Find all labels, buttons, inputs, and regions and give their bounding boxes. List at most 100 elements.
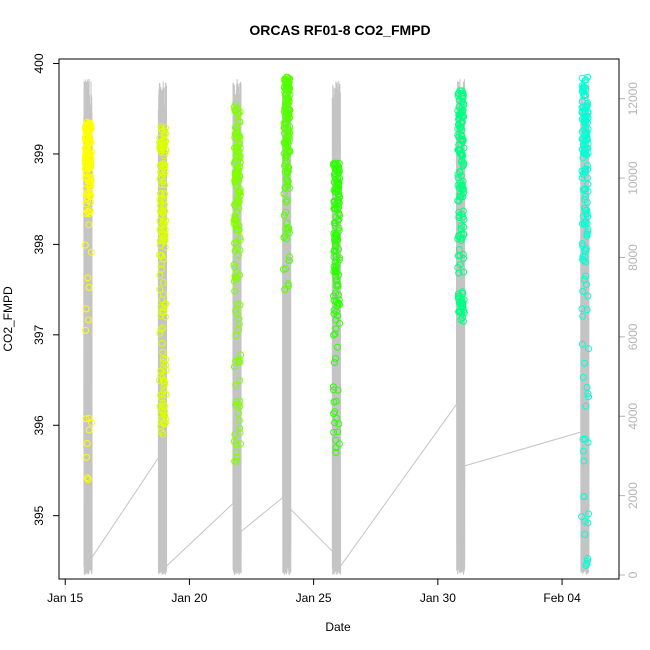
data-point [231,239,238,247]
data-point [330,359,338,366]
data-point [233,453,241,461]
data-point [578,167,586,175]
data-point [335,291,342,299]
data-point [584,292,592,300]
data-point [331,246,338,254]
data-point [584,109,592,117]
data-point [235,110,243,118]
data-point [81,241,89,249]
data-point [160,152,168,160]
data-point [455,197,463,205]
data-point [333,256,340,264]
data-point [156,402,164,410]
data-point [160,141,168,148]
data-point [284,131,292,139]
y-tick-label: 395 [32,505,46,525]
data-point [578,340,586,348]
data-point [286,146,293,154]
data-point [84,274,92,282]
data-point [335,166,343,174]
data-point [157,422,165,430]
data-point [233,208,241,216]
altitude-connector [91,457,159,558]
y-tick-label: 400 [32,53,46,73]
data-point [157,419,165,427]
data-point [579,373,587,381]
data-point [458,158,466,166]
data-point [585,510,592,518]
data-point [457,108,465,116]
data-point [582,85,590,93]
data-point [331,330,339,338]
data-point [584,187,592,195]
data-point [236,144,244,152]
data-point [460,254,468,262]
data-point [158,226,166,234]
y-tick-label: 399 [32,144,46,164]
y-axis-label: CO2_FMPD [1,286,15,352]
data-point [235,187,243,195]
data-point [585,345,592,353]
data-point [231,287,239,295]
data-point [458,297,465,305]
data-point [330,410,338,418]
data-point [82,305,90,313]
data-point [282,154,290,162]
data-point [581,531,589,538]
data-point [583,306,591,314]
data-point [281,286,289,294]
data-point [578,513,586,521]
data-point [331,419,339,427]
data-point [582,76,590,84]
data-point [335,224,343,232]
data-point [583,206,591,214]
data-point [85,316,92,324]
data-point [230,437,238,445]
data-point [233,193,241,201]
data-point [282,265,290,273]
data-point [232,238,240,246]
data-point [231,247,239,255]
data-point [335,215,343,223]
data-point [330,178,338,186]
data-point [455,308,463,316]
x-tick-label: Jan 15 [47,591,83,605]
data-point [580,221,588,229]
data-point [160,201,168,209]
data-point [158,252,166,260]
data-point [86,150,94,158]
data-point [233,457,240,465]
data-point [583,134,591,142]
data-point [159,209,167,217]
data-point [85,414,93,422]
data-point [159,160,167,168]
data-point [455,269,463,277]
data-point [283,94,291,102]
data-point [584,555,592,562]
data-point [583,384,591,391]
data-point [332,273,340,281]
data-point [331,236,338,244]
data-point [334,343,341,351]
data-point [332,444,340,451]
data-point [86,164,94,172]
altitude-trace-rf06 [456,79,466,575]
x-tick-label: Jan 25 [296,591,332,605]
data-point [580,118,588,126]
data-point [156,329,164,337]
data-point [83,200,91,208]
data-point [159,355,167,363]
data-point [286,123,294,131]
data-point [459,137,467,145]
data-point [333,185,340,192]
data-point [581,517,589,525]
altitude-connector [166,503,234,567]
data-point [231,275,239,283]
data-point [236,139,244,147]
y2-tick-label: 10000 [626,161,640,195]
data-point [579,447,587,455]
data-point [82,121,90,129]
data-point [85,208,93,216]
data-point [332,355,339,363]
data-point [284,280,292,288]
